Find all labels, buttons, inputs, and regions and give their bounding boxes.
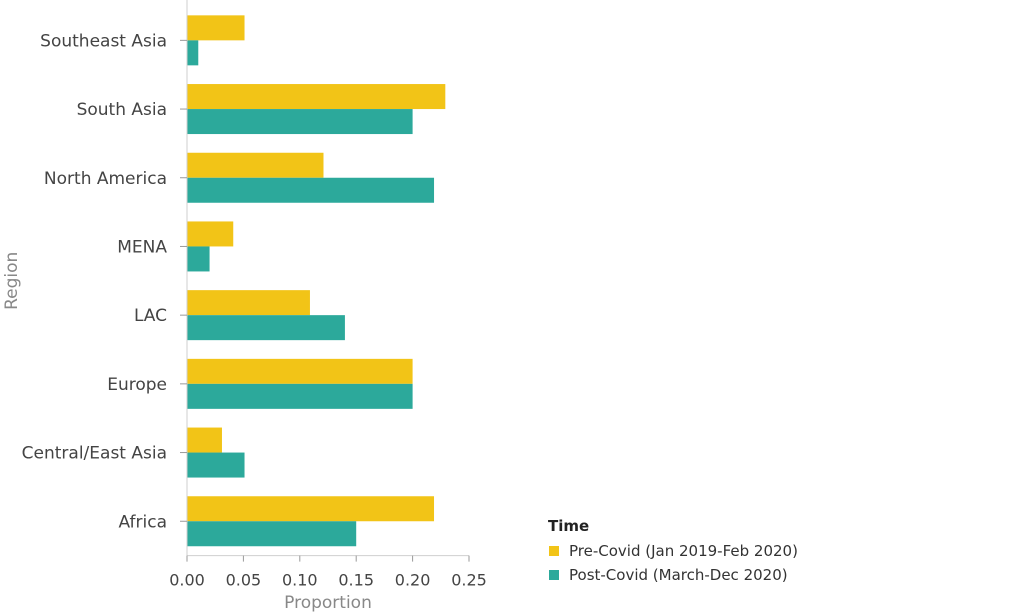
legend-swatch-pre-covid [549,546,559,556]
bar-pre-covid-3 [187,221,234,247]
x-tick-label: 0.20 [395,571,431,590]
x-tick-label: 0.05 [226,571,262,590]
bar-pre-covid-1 [187,84,446,110]
bar-pre-covid-4 [187,290,310,316]
category-label: LAC [134,306,167,326]
bar-pre-covid-7 [187,496,435,522]
x-tick-label: 0.25 [451,571,487,590]
x-ticks: 0.00 0.05 0.10 0.15 0.20 0.25 [169,555,487,590]
bar-pre-covid-6 [187,427,222,453]
category-label: North America [44,169,167,189]
legend-label-post-covid: Post-Covid (March-Dec 2020) [569,566,788,584]
legend-label-pre-covid: Pre-Covid (Jan 2019-Feb 2020) [569,542,798,560]
x-axis-title: Proportion [284,593,372,613]
bar-post-covid-0 [187,40,199,66]
category-label: Central/East Asia [22,444,167,464]
bar-post-covid-3 [187,246,210,272]
bar-post-covid-5 [187,383,413,409]
y-axis-title: Region [2,252,22,310]
category-label: Africa [119,512,168,532]
x-tick-label: 0.15 [338,571,374,590]
bar-post-covid-4 [187,315,345,341]
x-tick-label: 0.10 [282,571,318,590]
bar-pre-covid-2 [187,152,324,178]
category-label: MENA [117,237,167,257]
category-label: Southeast Asia [40,31,167,51]
bar-pre-covid-5 [187,358,413,384]
category-labels: Southeast Asia South Asia North America MEN… [22,31,187,532]
legend: Time Pre-Covid (Jan 2019-Feb 2020) Post-C… [548,517,798,584]
bars-layer [187,15,446,547]
bar-post-covid-7 [187,521,357,547]
legend-swatch-post-covid [549,570,559,580]
legend-title: Time [548,517,589,535]
bar-pre-covid-0 [187,15,245,41]
bar-post-covid-2 [187,177,435,203]
bar-post-covid-6 [187,452,245,478]
bar-post-covid-1 [187,109,413,135]
category-label: South Asia [77,100,167,120]
category-label: Europe [107,375,167,395]
x-tick-label: 0.00 [169,571,205,590]
